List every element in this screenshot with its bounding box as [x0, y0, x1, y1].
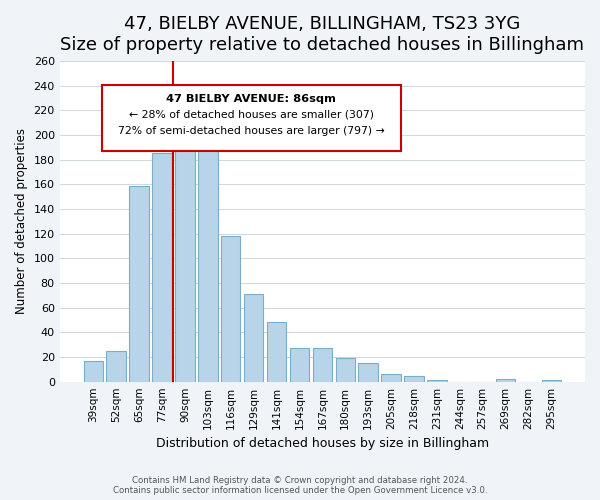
Text: 72% of semi-detached houses are larger (797) →: 72% of semi-detached houses are larger (… [118, 126, 385, 136]
Text: ← 28% of detached houses are smaller (307): ← 28% of detached houses are smaller (30… [129, 110, 374, 120]
Bar [496, 379, 515, 382]
Bar [290, 348, 309, 382]
Bar [404, 376, 424, 382]
Bar [221, 236, 241, 382]
Bar [130, 186, 149, 382]
Bar [267, 322, 286, 382]
Bar [358, 363, 378, 382]
Bar [427, 380, 446, 382]
Bar [382, 374, 401, 382]
Bar [313, 348, 332, 382]
X-axis label: Distribution of detached houses by size in Billingham: Distribution of detached houses by size … [156, 437, 489, 450]
Bar [152, 154, 172, 382]
Bar [335, 358, 355, 382]
Text: 47 BIELBY AVENUE: 86sqm: 47 BIELBY AVENUE: 86sqm [166, 94, 337, 104]
Bar [106, 351, 126, 382]
FancyBboxPatch shape [101, 85, 401, 150]
Title: 47, BIELBY AVENUE, BILLINGHAM, TS23 3YG
Size of property relative to detached ho: 47, BIELBY AVENUE, BILLINGHAM, TS23 3YG … [61, 15, 584, 54]
Bar [198, 116, 218, 382]
Bar [83, 360, 103, 382]
Bar [244, 294, 263, 382]
Text: Contains HM Land Registry data © Crown copyright and database right 2024.
Contai: Contains HM Land Registry data © Crown c… [113, 476, 487, 495]
Bar [542, 380, 561, 382]
Bar [175, 122, 194, 382]
Y-axis label: Number of detached properties: Number of detached properties [15, 128, 28, 314]
